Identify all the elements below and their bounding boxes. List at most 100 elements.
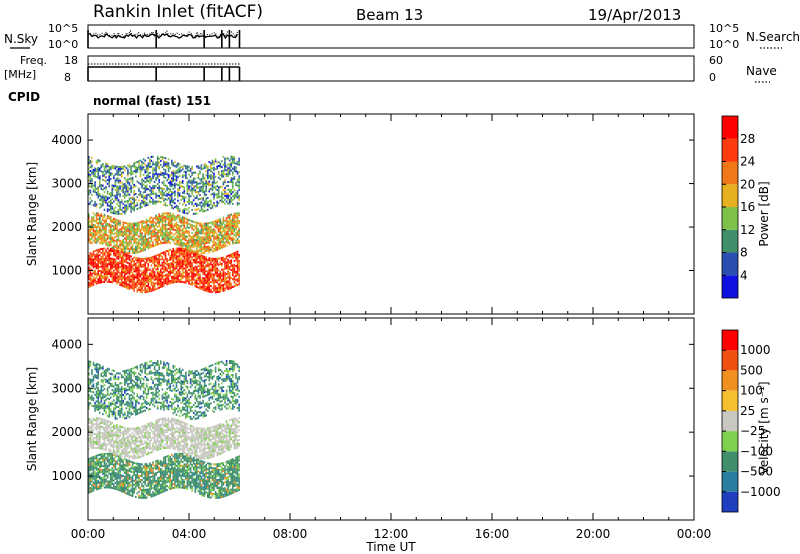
- echo-cell: [120, 208, 123, 211]
- echo-cell: [127, 200, 129, 202]
- echo-cell: [224, 243, 226, 246]
- echo-cell: [196, 268, 198, 271]
- echo-cell: [106, 415, 109, 418]
- echo-cell: [97, 417, 99, 420]
- echo-cell: [199, 269, 201, 272]
- echo-cell: [91, 257, 93, 260]
- echo-cell: [103, 432, 106, 435]
- echo-cell: [196, 187, 198, 189]
- echo-cell: [153, 288, 156, 291]
- echo-cell: [127, 190, 129, 193]
- echo-cell: [225, 217, 228, 220]
- echo-cell: [88, 390, 90, 393]
- echo-cell: [94, 167, 96, 170]
- echo-cell: [214, 225, 217, 228]
- echo-cell: [238, 181, 240, 184]
- echo-cell: [196, 254, 198, 257]
- echo-cell: [207, 236, 209, 238]
- echo-cell: [149, 164, 151, 167]
- echo-cell: [172, 261, 175, 264]
- echo-cell: [135, 165, 137, 168]
- echo-cell: [111, 433, 114, 436]
- echo-cell: [228, 281, 231, 284]
- echo-cell: [91, 178, 93, 181]
- echo-cell: [224, 167, 226, 170]
- echo-cell: [116, 240, 118, 243]
- echo-cell: [95, 176, 98, 178]
- echo-cell: [106, 165, 109, 168]
- echo-cell: [119, 212, 121, 215]
- echo-cell: [152, 235, 154, 238]
- echo-cell: [130, 185, 132, 188]
- echo-cell: [214, 291, 217, 294]
- echo-cell: [208, 280, 211, 283]
- echo-cell: [102, 249, 104, 252]
- echo-cell: [88, 220, 90, 223]
- echo-cell: [235, 259, 237, 262]
- echo-cell: [155, 276, 157, 279]
- echo-cell: [136, 222, 139, 224]
- echo-cell: [167, 278, 170, 281]
- echo-cell: [127, 188, 129, 191]
- echo-cell: [197, 233, 200, 236]
- echo-cell: [211, 232, 214, 235]
- echo-cell: [109, 203, 112, 206]
- echo-cell: [164, 239, 167, 242]
- echo-cell: [111, 265, 114, 268]
- echo-cell: [236, 222, 239, 225]
- echo-cell: [174, 238, 176, 241]
- echo-cell: [207, 238, 209, 240]
- echo-cell: [156, 273, 159, 276]
- echo-cell: [181, 216, 184, 219]
- echo-cell: [105, 466, 107, 469]
- echo-cell: [122, 210, 124, 213]
- echo-cell: [120, 388, 123, 391]
- echo-cell: [99, 463, 101, 466]
- echo-cell: [89, 421, 92, 424]
- echo-cell: [88, 403, 90, 406]
- echo-cell: [153, 265, 156, 268]
- echo-cell: [97, 423, 99, 426]
- echo-cell: [108, 440, 110, 443]
- echo-cell: [99, 226, 101, 229]
- echo-cell: [124, 260, 126, 263]
- echo-cell: [122, 253, 124, 256]
- echo-cell: [192, 244, 195, 247]
- echo-cell: [186, 191, 189, 193]
- echo-cell: [217, 226, 220, 229]
- echo-cell: [105, 201, 107, 204]
- echo-cell: [160, 187, 162, 190]
- echo-cell: [116, 280, 118, 283]
- echo-cell: [155, 222, 157, 225]
- echo-cell: [127, 254, 129, 257]
- echo-cell: [113, 165, 115, 168]
- echo-cell: [88, 364, 90, 367]
- echo-cell: [117, 233, 120, 236]
- echo-cell: [160, 264, 162, 267]
- echo-cell: [178, 220, 181, 223]
- echo-cell: [113, 167, 115, 170]
- echo-cell: [127, 228, 129, 231]
- echo-cell: [181, 176, 184, 179]
- echo-cell: [136, 225, 139, 228]
- echo-cell: [197, 243, 200, 246]
- echo-cell: [124, 251, 126, 254]
- echo-cell: [95, 255, 98, 258]
- echo-cell: [158, 276, 160, 279]
- echo-cell: [217, 238, 220, 241]
- echo-cell: [113, 413, 115, 416]
- echo-cell: [158, 187, 160, 189]
- echo-cell: [122, 283, 124, 286]
- echo-cell: [203, 182, 206, 185]
- echo-cell: [92, 459, 95, 462]
- echo-cell: [149, 240, 151, 243]
- echo-cell: [106, 272, 109, 275]
- echo-cell: [103, 372, 106, 375]
- echo-cell: [141, 257, 143, 260]
- echo-cell: [97, 282, 99, 285]
- echo-cell: [203, 242, 206, 245]
- echo-cell: [207, 165, 209, 168]
- echo-cell: [95, 237, 98, 240]
- noise-sky-label: N.Sky: [4, 32, 38, 46]
- echo-cell: [163, 162, 165, 165]
